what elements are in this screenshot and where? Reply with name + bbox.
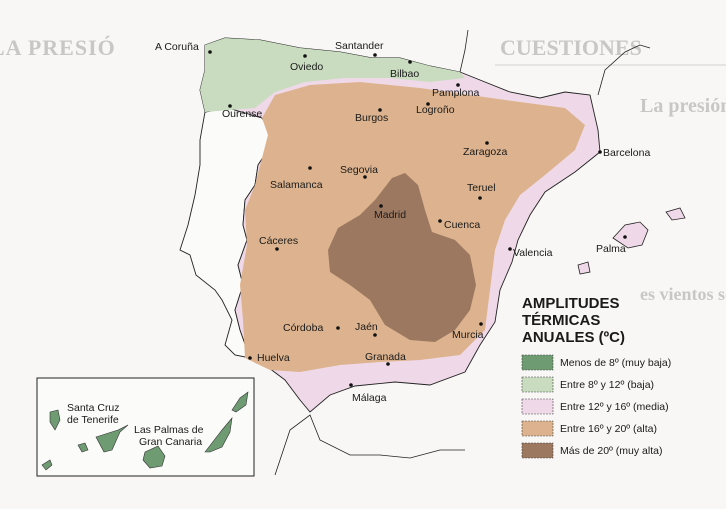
island-la-gomera: [77, 442, 89, 453]
city-dot: [373, 333, 377, 337]
label-santa-cruz-1: Santa Cruz: [67, 402, 120, 414]
city-dot: [408, 60, 412, 64]
legend-swatch: [521, 398, 554, 415]
legend-label: Más de 20º (muy alta): [560, 445, 662, 457]
label-las-palmas-1: Las Palmas de: [134, 424, 204, 436]
ibiza: [577, 261, 591, 275]
city-label: Segovia: [340, 164, 378, 176]
label-santa-cruz-2: de Tenerife: [67, 414, 119, 426]
city-dot: [598, 150, 602, 154]
bg-line-2: es vientos son: [640, 284, 726, 304]
background-page-text: LA PRESIÓ CUESTIONES La presión atm es v…: [0, 35, 726, 304]
city-dot: [508, 247, 512, 251]
city-label: Barcelona: [603, 147, 650, 159]
legend-title-3: ANUALES (ºC): [522, 329, 625, 346]
label-las-palmas-2: Gran Canaria: [139, 436, 202, 448]
legend-swatch: [521, 376, 554, 393]
city-label: Logroño: [416, 104, 455, 116]
city-dot: [228, 104, 232, 108]
city-label: Palma: [596, 243, 626, 255]
legend-title-2: TÉRMICAS: [522, 312, 600, 329]
legend-swatch: [521, 442, 554, 459]
city-dot: [208, 50, 212, 54]
city-label: Madrid: [374, 209, 406, 221]
zone-muy-alta: [328, 173, 476, 342]
city-labels: A Coruña Oviedo Santander Bilbao Pamplona Our…: [155, 40, 650, 404]
city-dot: [349, 383, 353, 387]
city-dot: [379, 204, 383, 208]
city-label: Jaén: [355, 321, 378, 333]
bg-line-1: La presión atm: [640, 95, 726, 117]
city-dot: [426, 102, 430, 106]
city-dot: [308, 166, 312, 170]
city-label: Málaga: [352, 392, 387, 404]
legend-swatch: [521, 420, 554, 437]
city-dot: [623, 235, 627, 239]
island-la-palma: [49, 409, 61, 431]
city-dot: [456, 83, 460, 87]
city-label: Salamanca: [270, 179, 323, 191]
city-label: Teruel: [467, 182, 496, 194]
city-dot: [378, 108, 382, 112]
africa-coast: [274, 414, 465, 476]
legend-label: Entre 8º y 12º (baja): [560, 379, 654, 391]
legend-label: Menos de 8º (muy baja): [560, 357, 671, 369]
city-label: Zaragoza: [463, 146, 508, 158]
city-label: A Coruña: [155, 41, 199, 53]
city-label: Huelva: [257, 352, 290, 364]
city-label: Córdoba: [283, 322, 323, 334]
mallorca: [612, 221, 649, 249]
city-label: Granada: [365, 351, 406, 363]
bg-heading-2: LA PRESIÓ: [0, 35, 116, 60]
island-fuerteventura: [204, 416, 233, 453]
island-lanzarote: [231, 391, 249, 413]
canary-islands-inset: Santa Cruz de Tenerife Las Palmas de Gra…: [36, 377, 255, 477]
city-label: Murcia: [452, 329, 484, 341]
city-dot: [363, 175, 367, 179]
city-dot: [478, 196, 482, 200]
legend-swatch: [521, 354, 554, 371]
city-label: Bilbao: [390, 68, 419, 80]
city-dot: [275, 247, 279, 251]
zone-baja: [200, 38, 465, 112]
city-label: Pamplona: [432, 87, 479, 99]
city-label: Cuenca: [444, 219, 480, 231]
city-label: Ourense: [222, 108, 262, 120]
city-label: Oviedo: [290, 61, 323, 73]
legend-label: Entre 12º y 16º (media): [560, 401, 669, 413]
city-dot: [479, 322, 483, 326]
city-dot: [303, 54, 307, 58]
island-el-hierro: [41, 459, 53, 471]
city-dot: [438, 219, 442, 223]
city-dot: [373, 53, 377, 57]
city-dot: [248, 356, 252, 360]
bg-heading-1: CUESTIONES: [500, 35, 642, 60]
island-gran-canaria: [142, 445, 166, 469]
france-border: [459, 29, 651, 96]
city-dot: [485, 141, 489, 145]
island-tenerife: [95, 424, 129, 453]
city-label: Cáceres: [259, 235, 298, 247]
city-label: Valencia: [513, 247, 553, 259]
legend: AMPLITUDES TÉRMICAS ANUALES (ºC) Menos d…: [521, 295, 671, 459]
city-label: Burgos: [355, 112, 388, 124]
city-dot: [336, 326, 340, 330]
city-dot: [386, 362, 390, 366]
city-label: Santander: [335, 40, 384, 52]
menorca: [665, 207, 686, 221]
legend-label: Entre 16º y 20º (alta): [560, 423, 657, 435]
legend-title-1: AMPLITUDES: [522, 295, 620, 312]
